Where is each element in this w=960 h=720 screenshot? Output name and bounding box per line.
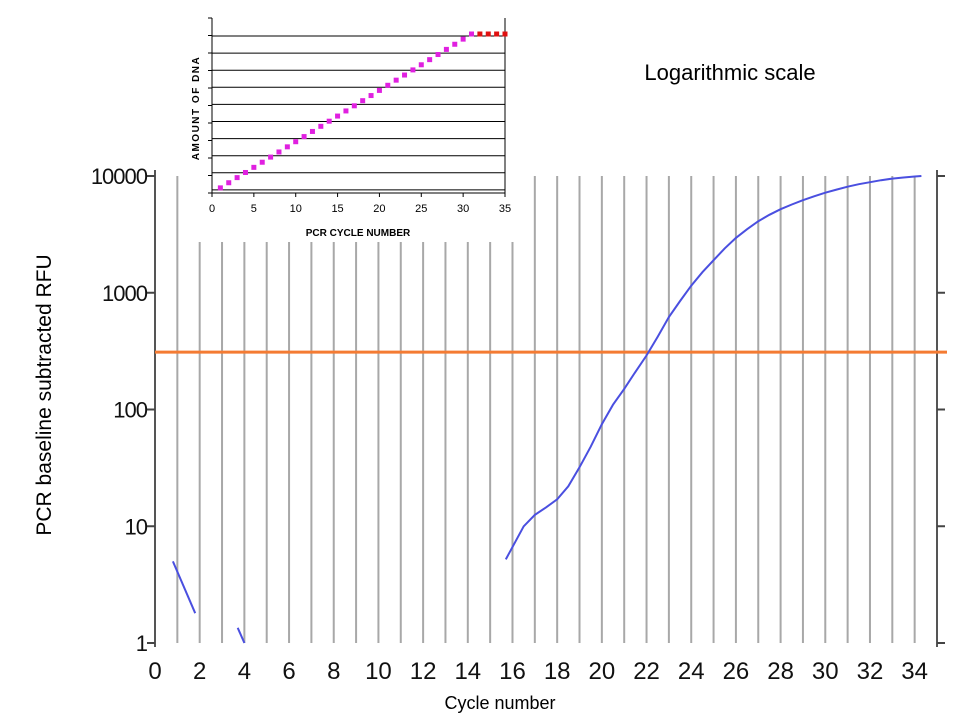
inset-background bbox=[184, 10, 514, 242]
main-x-tick-labels: 0 2 4 6 8 10 12 14 16 18 20 22 24 26 28 30 32 34 bbox=[148, 658, 928, 685]
inset-point bbox=[469, 31, 475, 37]
inset-x-tick-label: 20 bbox=[373, 203, 385, 215]
inset-point bbox=[418, 62, 424, 68]
inset-point bbox=[309, 128, 315, 134]
x-tick-label: 12 bbox=[410, 658, 437, 685]
inset-x-tick-label: 0 bbox=[209, 203, 215, 215]
inset-point bbox=[385, 82, 391, 88]
inset-point bbox=[251, 164, 257, 170]
inset-plateau-point bbox=[494, 31, 500, 37]
inset-point bbox=[293, 139, 299, 145]
inset-point bbox=[427, 57, 433, 63]
inset-x-tick-label: 15 bbox=[331, 203, 343, 215]
x-tick-label: 2 bbox=[193, 658, 206, 685]
y-tick-label: 1 bbox=[136, 631, 148, 656]
inset-x-tick-labels: 0 5 10 15 20 25 30 35 bbox=[209, 193, 511, 215]
inset-point bbox=[402, 72, 408, 78]
main-y-tick-labels: 1 10 100 1000 10000 bbox=[91, 164, 149, 656]
inset-x-axis-label: PCR CYCLE NUMBER bbox=[306, 228, 411, 239]
slide-title: Logarithmic scale bbox=[644, 60, 815, 85]
y-tick-label: 10000 bbox=[91, 164, 148, 189]
y-tick-label: 1000 bbox=[102, 281, 148, 306]
x-tick-label: 8 bbox=[327, 658, 340, 685]
inset-x-tick-label: 5 bbox=[251, 203, 257, 215]
inset-point bbox=[351, 103, 357, 109]
x-tick-label: 4 bbox=[238, 658, 251, 685]
inset-point bbox=[217, 185, 223, 191]
inset-plateau-point bbox=[485, 31, 491, 37]
x-tick-label: 14 bbox=[454, 658, 481, 685]
inset-point bbox=[393, 77, 399, 83]
inset-point bbox=[276, 149, 282, 155]
x-tick-label: 26 bbox=[723, 658, 750, 685]
y-tick-label: 100 bbox=[113, 398, 147, 423]
x-tick-label: 34 bbox=[901, 658, 928, 685]
inset-point bbox=[318, 123, 324, 129]
x-tick-label: 28 bbox=[767, 658, 794, 685]
x-tick-label: 6 bbox=[282, 658, 295, 685]
inset-point bbox=[259, 159, 265, 165]
inset-point bbox=[343, 108, 349, 114]
inset-x-tick-label: 35 bbox=[499, 203, 511, 215]
inset-point bbox=[410, 67, 416, 73]
inset-x-tick-label: 10 bbox=[290, 203, 302, 215]
x-tick-label: 22 bbox=[633, 658, 660, 685]
main-x-axis-label: Cycle number bbox=[444, 693, 555, 713]
inset-points bbox=[217, 31, 508, 191]
main-vertical-gridlines bbox=[176, 176, 916, 643]
x-tick-label: 10 bbox=[365, 658, 392, 685]
main-series bbox=[155, 175, 947, 644]
inset-x-tick-label: 25 bbox=[415, 203, 427, 215]
inset-axes bbox=[208, 17, 506, 194]
inset-point bbox=[301, 134, 307, 140]
inset-plateau-point bbox=[502, 31, 508, 37]
inset-x-tick-label: 30 bbox=[457, 203, 469, 215]
y-tick-label: 10 bbox=[125, 514, 148, 539]
x-tick-label: 24 bbox=[678, 658, 705, 685]
inset-point bbox=[226, 180, 232, 186]
inset-point bbox=[443, 46, 449, 52]
inset-point bbox=[268, 154, 274, 160]
x-tick-label: 32 bbox=[857, 658, 884, 685]
amplification-curve-segment bbox=[504, 175, 922, 560]
inset-point bbox=[435, 52, 441, 58]
inset-linear-chart: 0 5 10 15 20 25 30 35 AMOUNT OF DNA PCR CYCLE N… bbox=[184, 10, 514, 242]
inset-point bbox=[376, 87, 382, 93]
inset-point bbox=[360, 98, 366, 104]
inset-point bbox=[284, 144, 290, 150]
inset-point bbox=[326, 118, 332, 124]
amplification-curve-segment bbox=[171, 561, 197, 614]
inset-point bbox=[368, 93, 374, 99]
amplification-curve-segment bbox=[236, 627, 246, 644]
inset-point bbox=[452, 41, 458, 47]
inset-y-axis-label: AMOUNT OF DNA bbox=[191, 56, 202, 161]
inset-point bbox=[234, 175, 240, 181]
inset-point bbox=[335, 113, 341, 119]
x-tick-label: 30 bbox=[812, 658, 839, 685]
inset-plateau-point bbox=[477, 31, 483, 37]
inset-horizontal-gridlines bbox=[212, 35, 505, 191]
x-tick-label: 16 bbox=[499, 658, 526, 685]
inset-point bbox=[242, 169, 248, 175]
inset-point bbox=[460, 36, 466, 42]
main-axes bbox=[147, 170, 945, 647]
x-tick-label: 18 bbox=[544, 658, 571, 685]
main-y-axis-label: PCR baseline subtracted RFU bbox=[33, 254, 56, 535]
x-tick-label: 20 bbox=[589, 658, 616, 685]
x-tick-label: 0 bbox=[148, 658, 161, 685]
